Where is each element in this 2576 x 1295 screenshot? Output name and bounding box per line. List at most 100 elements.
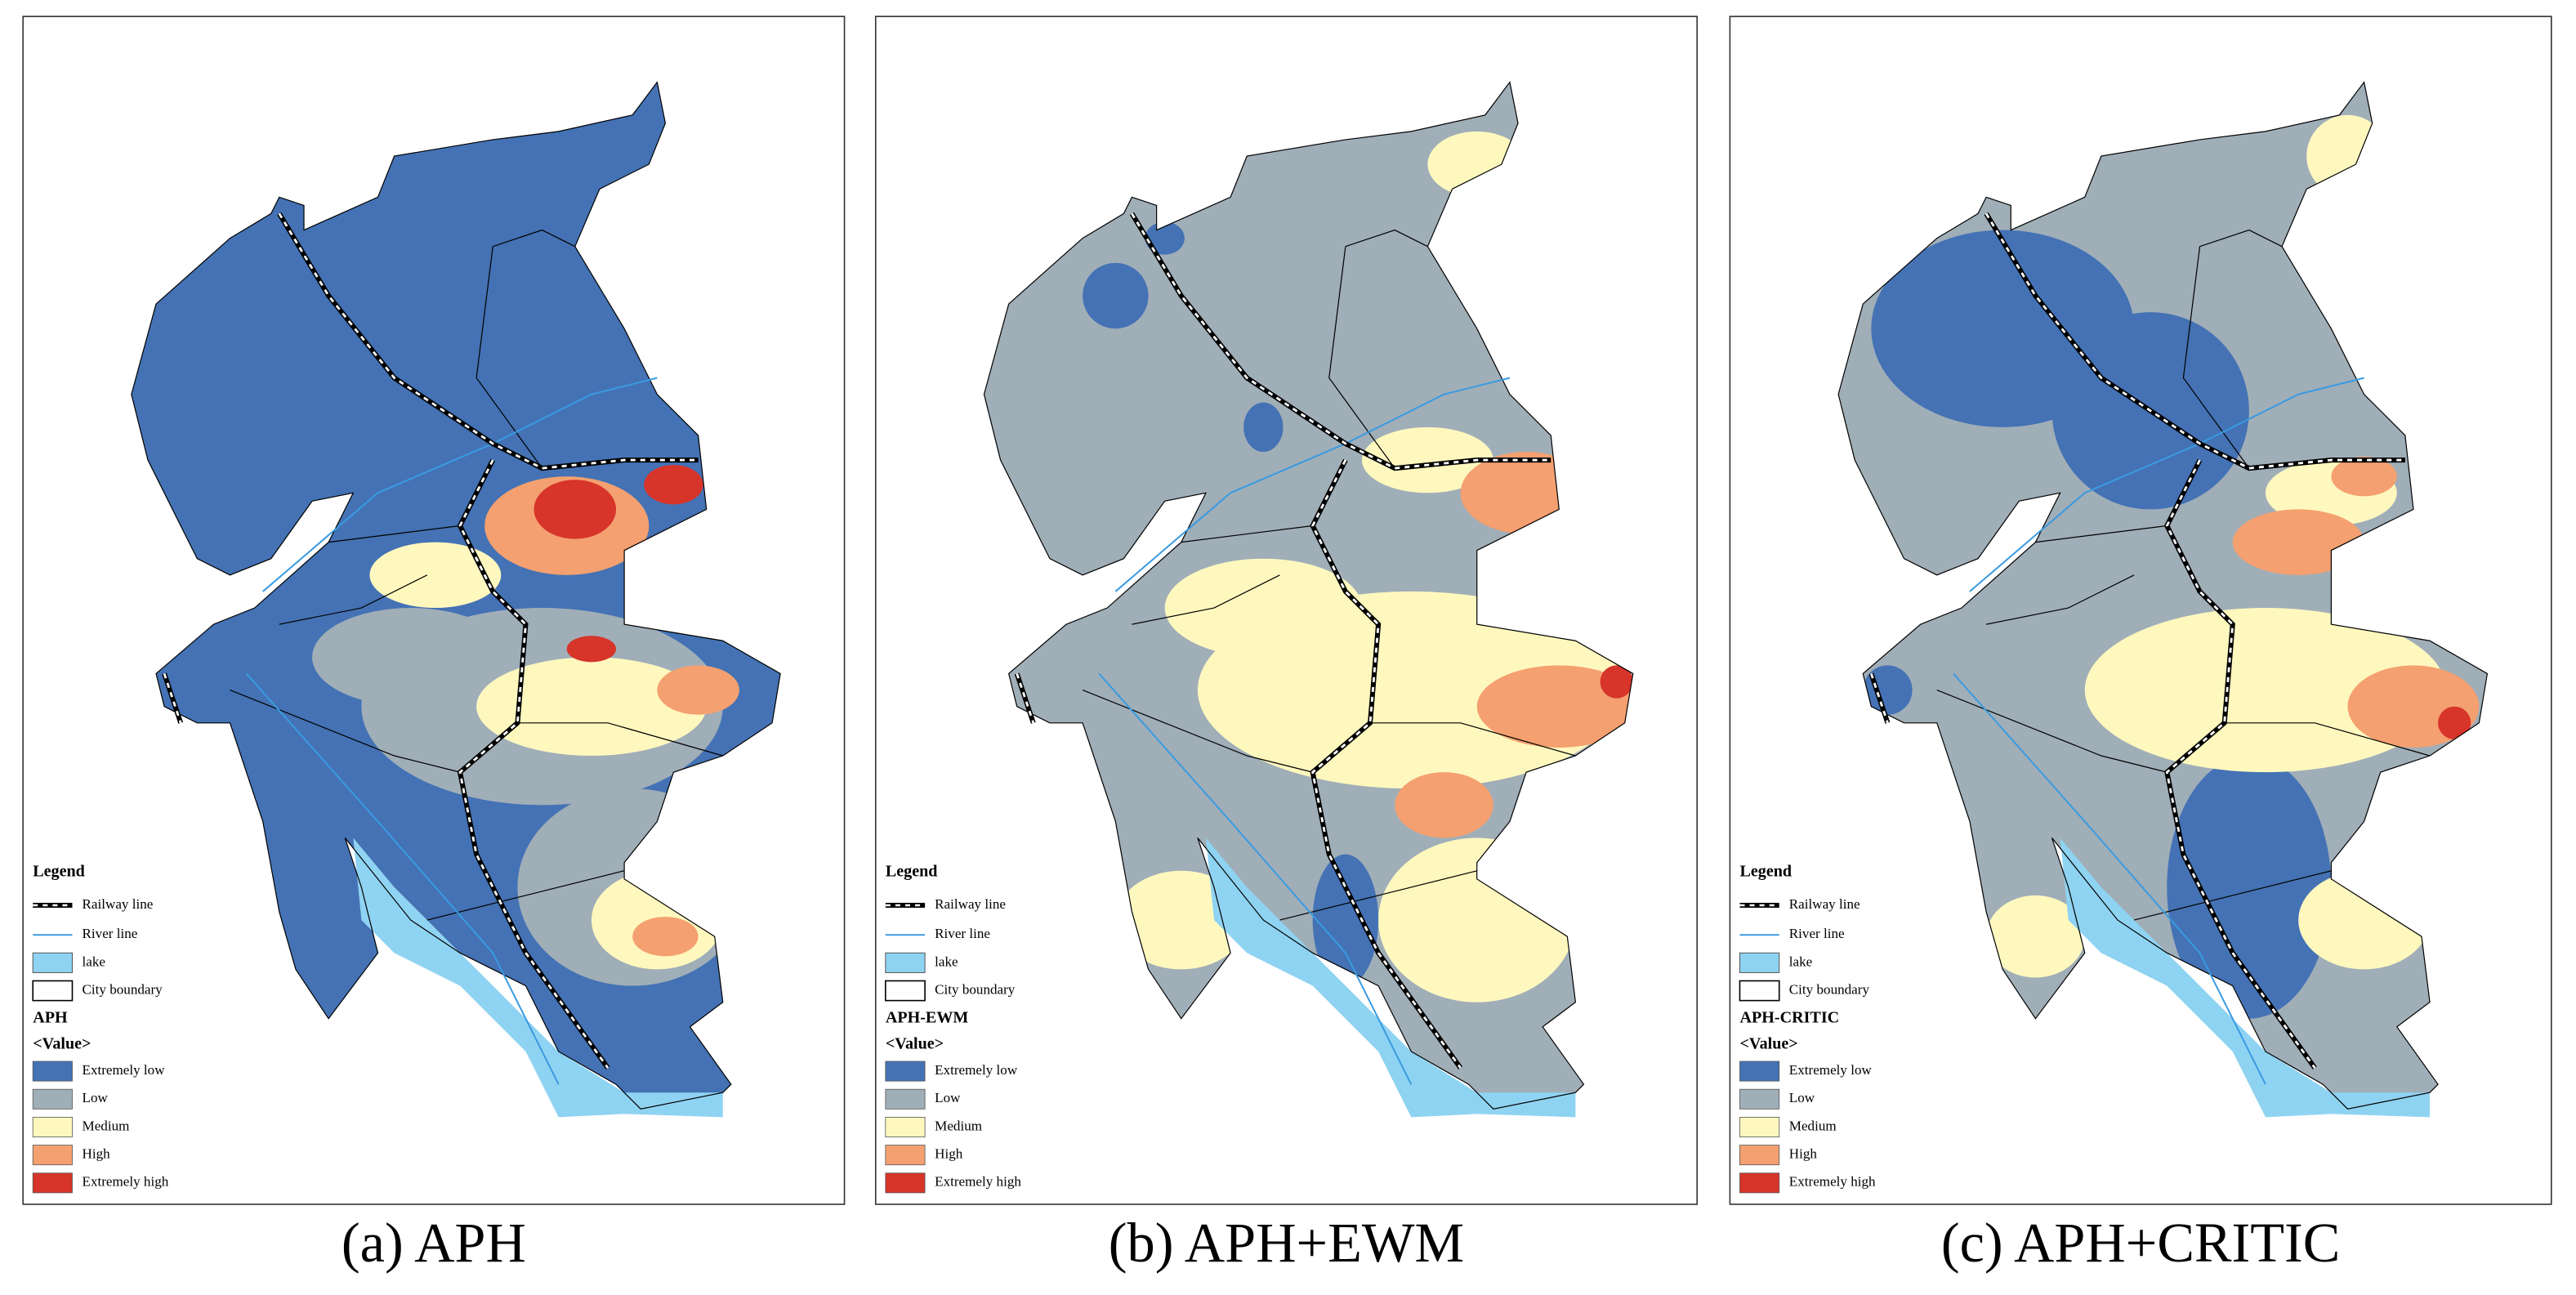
- legend-swatch: [885, 1116, 926, 1137]
- legend-label: City boundary: [1789, 981, 1870, 997]
- map-patch: [632, 917, 699, 957]
- map-patch: [1476, 665, 1633, 748]
- legend-swatch: [1739, 1145, 1780, 1166]
- river-line: [1098, 672, 1413, 1085]
- river-line: [245, 672, 560, 1085]
- legend-title: Legend: [886, 862, 938, 880]
- city-boundary: [475, 246, 543, 469]
- legend-label: Low: [83, 1090, 109, 1105]
- legend-boundary: [1739, 980, 1780, 1002]
- map-patch: [1145, 221, 1185, 255]
- map: [1838, 82, 2488, 1110]
- legend-layer: APH: [33, 1008, 68, 1026]
- legend-swatch: [32, 1088, 73, 1110]
- map-patch: [2438, 706, 2471, 739]
- legend-swatch: [32, 1116, 73, 1137]
- city-boundary: [2199, 229, 2283, 248]
- region-outline: [983, 81, 1634, 1110]
- legend-label: Extremely high: [83, 1174, 169, 1190]
- legend-swatch: [1739, 1172, 1780, 1194]
- map-patch: [534, 480, 617, 539]
- legend-field: <Value>: [33, 1035, 91, 1053]
- legend-label: High: [83, 1146, 111, 1162]
- map-patch: [2167, 756, 2332, 1019]
- city-boundary: [1279, 870, 1477, 921]
- map-patch: [476, 657, 707, 757]
- panel: Legend Railway line River line lake City bou…: [22, 16, 846, 1274]
- city-boundary: [230, 690, 461, 773]
- legend-field: <Value>: [886, 1035, 944, 1053]
- map-patch: [1164, 558, 1362, 658]
- map-patch: [1312, 854, 1379, 986]
- legend-label: Railway line: [83, 896, 154, 912]
- city-boundary: [1370, 722, 1576, 757]
- city-boundary: [1082, 690, 1313, 773]
- map-patch: [1083, 262, 1149, 329]
- map-patch: [566, 636, 617, 663]
- city-boundary: [2035, 525, 2168, 543]
- city-boundary: [1328, 246, 1395, 469]
- river-line: [1953, 672, 2266, 1085]
- city-boundary: [517, 722, 723, 757]
- legend-swatch: [32, 1145, 73, 1166]
- map-patch: [1863, 665, 1913, 715]
- city-boundary: [1936, 690, 2168, 773]
- legend-swatch: [885, 1172, 926, 1194]
- legend-label: Extremely high: [1789, 1174, 1876, 1190]
- legend-title: Legend: [1739, 862, 1792, 880]
- legend-label: High: [1789, 1146, 1818, 1162]
- map-patch: [1361, 426, 1493, 493]
- railway-dash: [1016, 673, 1035, 724]
- legend-label: Extremely low: [935, 1062, 1018, 1078]
- legend-lake: [1739, 952, 1780, 973]
- railway-dash: [458, 459, 609, 1069]
- legend-label: Medium: [935, 1118, 983, 1133]
- legend-swatch: [1739, 1088, 1780, 1110]
- map: [131, 82, 781, 1110]
- legend-swatch: [1739, 1061, 1780, 1082]
- legend-label: Extremely low: [1789, 1062, 1873, 1078]
- panel: Legend Railway line River line lake City bou…: [874, 16, 1699, 1274]
- railway-dash: [1311, 459, 1462, 1069]
- legend-lake: [885, 952, 926, 973]
- city-boundary: [328, 525, 461, 543]
- city-boundary: [2133, 870, 2332, 921]
- legend-label: Medium: [1789, 1118, 1837, 1133]
- legend-label: City boundary: [83, 981, 163, 997]
- lake: [353, 837, 723, 1118]
- map-patch: [1243, 402, 1284, 453]
- railway-dash: [1131, 212, 1551, 470]
- map-patch: [2331, 457, 2397, 497]
- legend-label: Low: [1789, 1090, 1815, 1105]
- caption: (b) APH+EWM: [1109, 1212, 1464, 1274]
- legend-boundary: [32, 980, 74, 1002]
- region-outline: [1837, 81, 2489, 1110]
- legend-swatch: [1739, 1116, 1780, 1137]
- legend-label: River line: [935, 926, 990, 941]
- railway-dash: [1870, 673, 1889, 724]
- legend-layer: APH-CRITIC: [1739, 1008, 1839, 1026]
- lake: [1205, 837, 1576, 1118]
- legend-label: Railway line: [1789, 896, 1860, 912]
- legend-label: Extremely low: [83, 1062, 166, 1078]
- legend-boundary: [885, 980, 926, 1002]
- city-boundary: [279, 574, 428, 625]
- legend-layer: APH-EWM: [886, 1008, 969, 1026]
- legend-swatch: [885, 1088, 926, 1110]
- legend-label: Low: [935, 1090, 961, 1105]
- map-patch: [1395, 772, 1493, 838]
- map-patch: [2084, 608, 2447, 773]
- legend-swatch: [885, 1061, 926, 1082]
- legend-label: High: [935, 1146, 963, 1162]
- railway-dash: [278, 212, 699, 470]
- legend-lake: [32, 952, 73, 973]
- city-boundary: [1985, 574, 2135, 625]
- legend-label: City boundary: [935, 981, 1016, 997]
- map-patch: [644, 465, 703, 505]
- legend-field: <Value>: [1739, 1035, 1797, 1053]
- city-boundary: [1181, 525, 1313, 543]
- map-patch: [1986, 895, 2085, 978]
- city-boundary: [2224, 722, 2431, 757]
- city-boundary: [493, 229, 576, 248]
